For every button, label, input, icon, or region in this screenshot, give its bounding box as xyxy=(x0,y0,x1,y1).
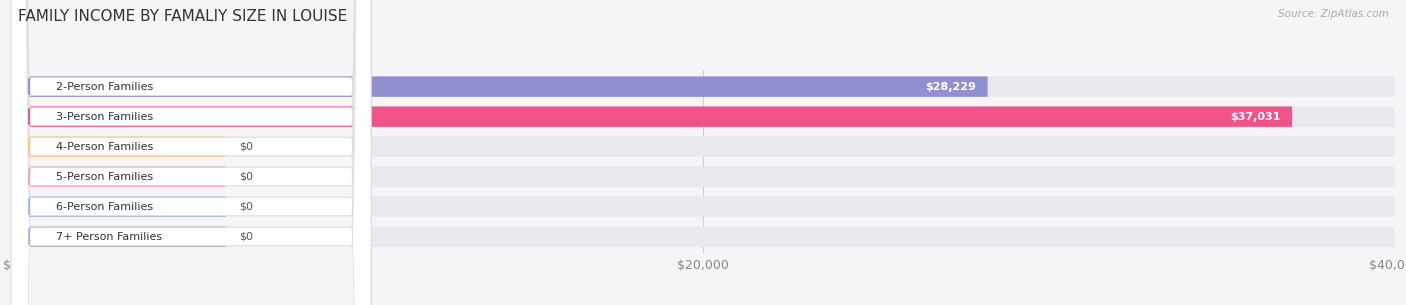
FancyBboxPatch shape xyxy=(11,226,226,247)
FancyBboxPatch shape xyxy=(11,136,226,157)
Text: $0: $0 xyxy=(239,172,253,182)
FancyBboxPatch shape xyxy=(11,196,1395,217)
FancyBboxPatch shape xyxy=(11,0,371,305)
FancyBboxPatch shape xyxy=(11,0,371,305)
Text: $0: $0 xyxy=(239,232,253,242)
FancyBboxPatch shape xyxy=(11,106,1395,127)
FancyBboxPatch shape xyxy=(11,0,371,305)
Text: $37,031: $37,031 xyxy=(1230,112,1281,122)
FancyBboxPatch shape xyxy=(11,167,1395,187)
Text: 4-Person Families: 4-Person Families xyxy=(55,142,153,152)
Text: $28,229: $28,229 xyxy=(925,82,977,92)
Text: Source: ZipAtlas.com: Source: ZipAtlas.com xyxy=(1278,9,1389,19)
Text: 7+ Person Families: 7+ Person Families xyxy=(55,232,162,242)
FancyBboxPatch shape xyxy=(11,77,1395,97)
FancyBboxPatch shape xyxy=(11,136,1395,157)
Text: $0: $0 xyxy=(239,202,253,212)
FancyBboxPatch shape xyxy=(11,77,987,97)
FancyBboxPatch shape xyxy=(11,0,371,305)
FancyBboxPatch shape xyxy=(11,106,1292,127)
FancyBboxPatch shape xyxy=(11,0,371,305)
Text: $0: $0 xyxy=(239,142,253,152)
Text: 3-Person Families: 3-Person Families xyxy=(55,112,153,122)
Text: 6-Person Families: 6-Person Families xyxy=(55,202,153,212)
FancyBboxPatch shape xyxy=(11,0,371,305)
Text: 5-Person Families: 5-Person Families xyxy=(55,172,153,182)
FancyBboxPatch shape xyxy=(11,196,226,217)
Text: 2-Person Families: 2-Person Families xyxy=(55,82,153,92)
FancyBboxPatch shape xyxy=(11,226,1395,247)
FancyBboxPatch shape xyxy=(11,167,226,187)
Text: FAMILY INCOME BY FAMALIY SIZE IN LOUISE: FAMILY INCOME BY FAMALIY SIZE IN LOUISE xyxy=(18,9,347,24)
